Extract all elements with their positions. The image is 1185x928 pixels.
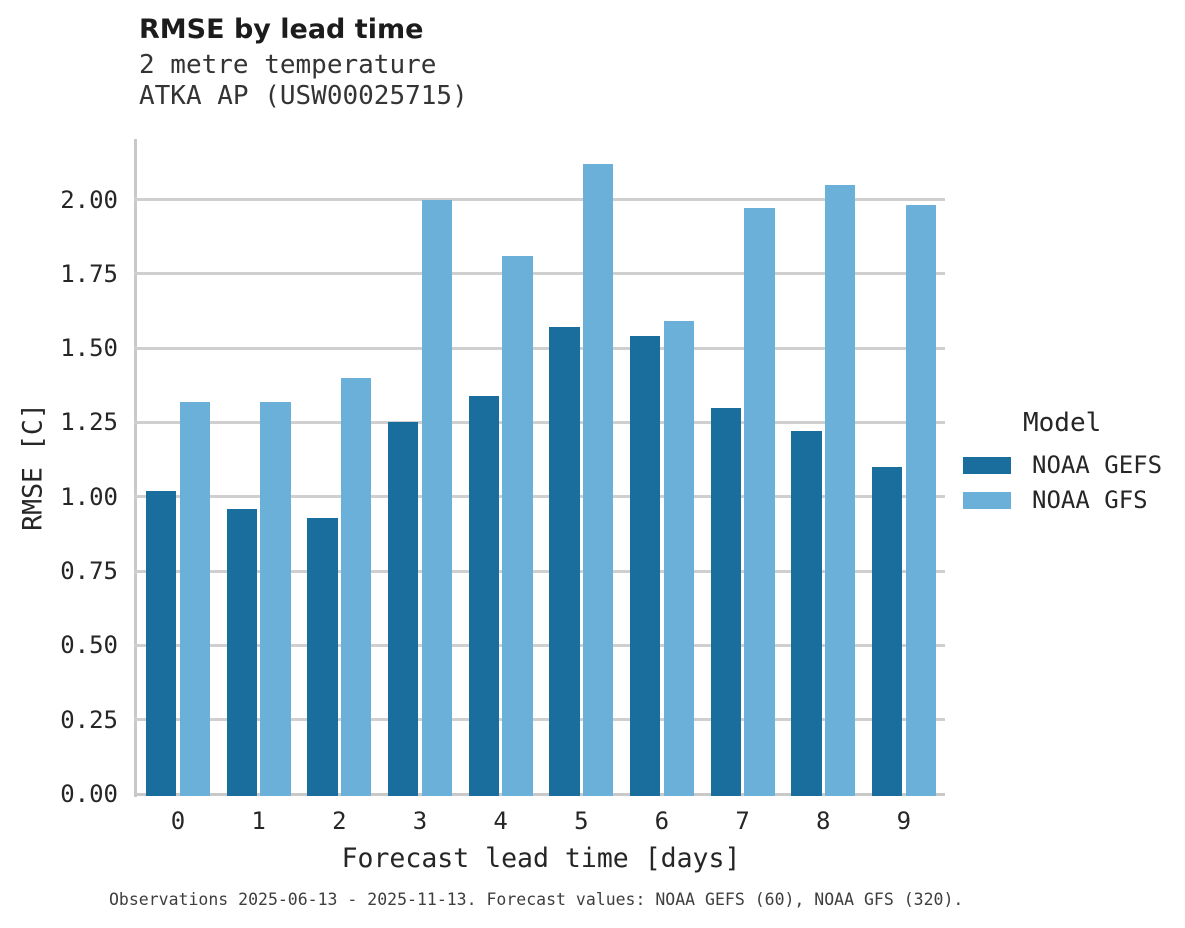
gridline-2.00 [134, 198, 945, 201]
bar-noaa-gfs-lead-8 [824, 184, 856, 796]
gridline-1.25 [134, 420, 945, 424]
y-tick-label-1.00: 1.00 [60, 482, 118, 511]
y-tick-label-0.25: 0.25 [60, 705, 118, 734]
chart-subtitle-line-2: ATKA AP (USW00025715) [139, 81, 468, 111]
legend-swatch-noaa-gefs [963, 456, 1011, 474]
x-tick-label-3: 3 [412, 807, 428, 835]
y-axis-spine [134, 139, 137, 797]
bar-noaa-gefs-lead-2 [307, 517, 338, 796]
x-tick-label-6: 6 [654, 807, 670, 835]
legend-item-noaa-gfs: NOAA GFS [963, 487, 1148, 513]
x-tick-label-1: 1 [251, 807, 266, 835]
gridline-1.50 [134, 346, 945, 350]
bar-noaa-gefs-lead-3 [387, 422, 419, 796]
chart-title: RMSE by lead time [139, 14, 424, 45]
bar-noaa-gefs-lead-1 [226, 508, 258, 796]
bar-noaa-gefs-lead-7 [710, 407, 741, 796]
y-tick-label-1.50: 1.50 [60, 334, 118, 363]
x-tick-label-8: 8 [815, 807, 831, 835]
footer-note: Observations 2025-06-13 - 2025-11-13. Fo… [109, 890, 964, 909]
bar-noaa-gefs-lead-9 [871, 467, 903, 796]
gridline-1.75 [134, 272, 945, 276]
legend-title: Model [1023, 408, 1102, 438]
bar-noaa-gefs-lead-0 [145, 490, 177, 796]
x-tick-label-0: 0 [170, 807, 186, 835]
bar-noaa-gfs-lead-9 [905, 205, 936, 796]
y-tick-label-0.00: 0.00 [60, 780, 118, 808]
legend-label-noaa-gfs: NOAA GFS [1032, 486, 1148, 514]
bar-noaa-gefs-lead-4 [468, 395, 499, 796]
gridline-0.50 [134, 643, 945, 647]
bar-noaa-gfs-lead-6 [663, 321, 694, 796]
x-axis-title: Forecast lead time [days] [341, 843, 741, 874]
x-tick-label-2: 2 [332, 807, 347, 835]
chart-subtitle: 2 metre temperature ATKA AP (USW00025715) [139, 50, 468, 112]
x-tick-label-9: 9 [896, 807, 912, 835]
bar-noaa-gfs-lead-1 [260, 401, 291, 796]
x-tick-label-4: 4 [493, 807, 508, 835]
bar-noaa-gefs-lead-6 [629, 336, 661, 796]
x-tick-label-5: 5 [574, 807, 589, 835]
y-axis-title: RMSE [C] [17, 403, 49, 531]
y-tick-label-0.75: 0.75 [60, 557, 118, 585]
bar-noaa-gfs-lead-2 [340, 377, 372, 796]
gridline-0.25 [134, 718, 945, 722]
gridline-0.75 [134, 569, 945, 573]
plot-area [134, 140, 945, 796]
bar-noaa-gfs-lead-5 [582, 163, 614, 796]
bar-noaa-gefs-lead-5 [549, 327, 580, 796]
y-tick-label-0.50: 0.50 [60, 631, 118, 660]
y-tick-label-1.75: 1.75 [60, 259, 118, 288]
legend-swatch-noaa-gfs [963, 491, 1011, 509]
bar-noaa-gefs-lead-8 [791, 431, 822, 796]
x-axis-spine [134, 793, 945, 796]
legend-label-noaa-gefs: NOAA GEFS [1032, 451, 1163, 479]
y-tick-label-1.25: 1.25 [60, 408, 118, 437]
bar-noaa-gfs-lead-3 [421, 199, 453, 796]
x-tick-label-7: 7 [735, 807, 750, 835]
bar-noaa-gfs-lead-0 [179, 401, 211, 796]
gridline-1.00 [134, 495, 945, 499]
bar-noaa-gfs-lead-7 [744, 208, 775, 796]
legend-item-noaa-gefs: NOAA GEFS [963, 452, 1162, 478]
y-tick-label-2.00: 2.00 [60, 185, 118, 214]
chart-subtitle-line-1: 2 metre temperature [139, 50, 437, 80]
bar-noaa-gfs-lead-4 [502, 255, 533, 796]
